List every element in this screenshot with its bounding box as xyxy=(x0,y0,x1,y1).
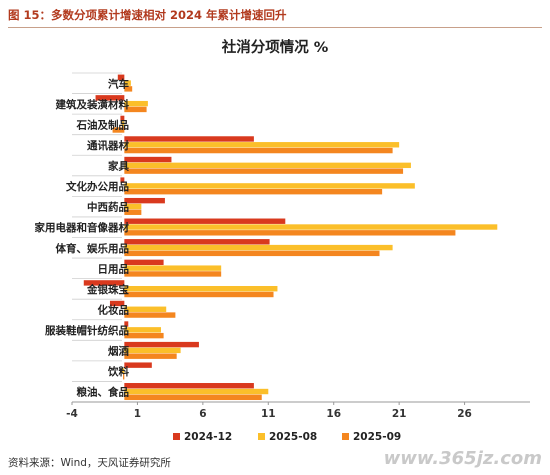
bar-2024-12-3 xyxy=(124,136,254,142)
bar-2024-12-8 xyxy=(124,239,270,245)
bar-2025-08-0 xyxy=(124,80,131,86)
bar-2025-08-4 xyxy=(124,162,411,169)
bar-2025-09-9 xyxy=(124,271,222,277)
x-tick-label: 16 xyxy=(326,408,341,420)
chart-title: 社消分项情况 % xyxy=(221,38,329,56)
bar-2025-08-9 xyxy=(124,265,222,271)
bar-2024-12-14 xyxy=(124,362,152,368)
bar-2025-08-12 xyxy=(124,327,161,333)
category-label-4: 家具 xyxy=(108,160,129,173)
bar-2025-09-8 xyxy=(124,250,380,257)
bar-2025-09-11 xyxy=(124,312,176,318)
x-tick-label: -4 xyxy=(66,408,78,420)
legend-swatch-2 xyxy=(342,433,349,440)
bar-2024-12-11 xyxy=(109,300,125,307)
category-label-8: 体育、娱乐用品 xyxy=(56,242,130,255)
source-note: 资料来源：Wind，天风证券研究所 xyxy=(8,457,171,469)
bar-2024-12-10 xyxy=(83,280,125,286)
category-label-2: 石油及制品 xyxy=(76,118,130,131)
x-axis-ticks: -4 1 6 11 16 21 26 xyxy=(66,402,472,420)
category-label-13: 烟酒 xyxy=(108,345,129,358)
bar-2025-08-13 xyxy=(124,347,181,354)
legend-label-2: 2025-09 xyxy=(353,431,401,443)
category-label-10: 金银珠宝 xyxy=(86,283,129,296)
bar-2024-12-6 xyxy=(124,197,165,204)
bar-2025-08-3 xyxy=(124,142,400,148)
legend-label-1: 2025-08 xyxy=(269,431,317,443)
bar-2025-09-14 xyxy=(123,374,125,380)
bar-2025-08-8 xyxy=(124,244,393,251)
bar-2025-09-1 xyxy=(124,106,147,113)
bar-2024-12-4 xyxy=(124,156,172,163)
watermark: www.365jz.com xyxy=(383,448,542,469)
bar-2024-12-5 xyxy=(120,177,125,183)
bars-group xyxy=(83,74,498,401)
category-label-12: 服装鞋帽针纺织品 xyxy=(45,324,129,337)
x-tick-label: 1 xyxy=(134,408,141,420)
bar-2025-09-13 xyxy=(124,353,177,359)
category-label-9: 日用品 xyxy=(98,263,130,275)
bar-2025-08-15 xyxy=(124,388,269,395)
bar-2025-08-1 xyxy=(124,100,148,107)
legend-swatch-0 xyxy=(173,433,180,440)
bar-2024-12-1 xyxy=(95,95,125,101)
legend-label-0: 2024-12 xyxy=(184,431,232,443)
bar-2025-09-2 xyxy=(112,127,125,133)
bar-2024-12-12 xyxy=(124,321,129,327)
bar-2024-12-0 xyxy=(117,74,125,80)
category-label-3: 通讯器材 xyxy=(87,139,129,152)
bar-2025-09-0 xyxy=(124,86,133,92)
bar-2024-12-15 xyxy=(124,383,254,389)
bar-2025-09-10 xyxy=(124,291,274,298)
category-label-5: 文化办公用品 xyxy=(65,180,129,193)
bar-2024-12-13 xyxy=(124,341,199,348)
bar-2025-09-15 xyxy=(124,394,262,401)
bar-2025-08-2 xyxy=(121,121,125,127)
bar-2025-09-5 xyxy=(124,188,383,195)
bar-2025-08-10 xyxy=(124,286,278,292)
bar-2025-08-14 xyxy=(121,368,125,374)
bar-2024-12-2 xyxy=(120,115,125,122)
category-label-14: 饮料 xyxy=(107,365,129,378)
category-label-0: 汽车 xyxy=(108,77,129,90)
bar-2025-09-7 xyxy=(124,230,456,236)
x-tick-label: 21 xyxy=(392,408,407,420)
bar-2025-09-3 xyxy=(124,147,393,154)
category-bands xyxy=(72,72,122,403)
bar-2025-08-5 xyxy=(124,183,415,189)
bar-2025-08-7 xyxy=(124,224,498,230)
title-divider xyxy=(8,27,542,28)
legend-swatch-1 xyxy=(258,433,265,440)
bar-2025-09-4 xyxy=(124,168,404,174)
bar-2025-09-12 xyxy=(124,332,164,339)
category-label-11: 化妆品 xyxy=(98,303,130,316)
category-label-15: 粮油、食品 xyxy=(77,386,130,399)
bar-2024-12-7 xyxy=(124,218,286,224)
category-label-1: 建筑及装潢材料 xyxy=(55,98,130,111)
bar-2024-12-9 xyxy=(124,259,164,266)
bar-2025-09-6 xyxy=(124,209,142,215)
category-label-6: 中西药品 xyxy=(87,201,129,214)
y-axis-labels: 汽车建筑及装潢材料石油及制品通讯器材家具文化办公用品中西药品家用电器和音像器材体… xyxy=(35,77,130,398)
figure-title: 图 15：多数分项累计增速相对 2024 年累计增速回升 xyxy=(8,8,287,22)
x-tick-label: 6 xyxy=(199,408,206,420)
category-label-7: 家用电器和音像器材 xyxy=(35,221,130,234)
x-tick-label: 11 xyxy=(261,408,276,420)
bar-2025-08-11 xyxy=(124,306,167,312)
legend: 2024-12 2025-08 2025-09 xyxy=(173,431,401,443)
x-tick-label: 26 xyxy=(457,408,472,420)
bar-2025-08-6 xyxy=(124,203,142,210)
